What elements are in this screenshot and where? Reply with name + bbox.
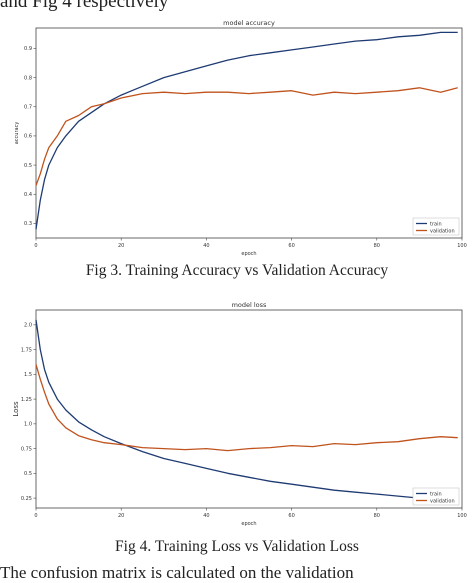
paragraph-fragment-bottom: The confusion matrix is calculated on th… [0, 563, 354, 582]
legend-label-validation: validation [430, 228, 455, 234]
paragraph-fragment-top: and Fig 4 respectively [0, 0, 169, 12]
series-line-train [35, 319, 458, 501]
y-tick-label: 0.5 [24, 163, 32, 169]
y-axis-label: Loss [12, 401, 20, 417]
accuracy-chart: model accuracy 0 20 40 60 80 100 0.3 0.4 0.5 0.6 0.… [14, 19, 467, 257]
legend-label-validation: validation [430, 498, 455, 504]
plot-frame [35, 309, 463, 509]
series-line-train [35, 31, 458, 230]
loss-chart: model loss 0 20 40 60 80 100 0.25 0.5 0.75 1.0 1.25… [12, 301, 467, 527]
plot-frame [35, 27, 463, 239]
figure-3-caption: Fig 3. Training Accuracy vs Validation A… [85, 262, 389, 279]
y-tick-label: 0.7 [24, 105, 32, 111]
series-line-validation [35, 87, 458, 186]
x-tick-label: 60 [288, 243, 294, 249]
x-tick-label: 80 [374, 513, 380, 519]
series-line-validation [35, 364, 458, 452]
x-tick-label: 0 [34, 243, 37, 249]
y-tick-label: 0.5 [24, 471, 32, 477]
chart-title: model accuracy [223, 19, 275, 27]
chart-title: model loss [232, 301, 267, 309]
y-tick-label: 0.6 [24, 134, 32, 140]
y-tick-label: 1.5 [24, 372, 32, 378]
x-tick-label: 20 [118, 513, 124, 519]
x-tick-label: 100 [457, 513, 467, 519]
y-tick-label: 1.25 [21, 397, 32, 403]
y-tick-label: 0.4 [24, 192, 32, 198]
x-tick-label: 40 [203, 513, 209, 519]
y-tick-label: 0.75 [21, 446, 32, 452]
y-tick-label: 0.3 [24, 221, 32, 227]
y-tick-label: 0.25 [21, 496, 32, 502]
x-tick-label: 80 [374, 243, 380, 249]
legend-label-train: train [430, 491, 442, 497]
y-tick-label: 1.75 [21, 347, 32, 353]
y-tick-label: 0.9 [24, 46, 32, 52]
x-tick-label: 40 [203, 243, 209, 249]
y-tick-label: 1.0 [24, 422, 32, 428]
y-tick-label: 2.0 [24, 323, 32, 329]
x-tick-label: 0 [34, 513, 37, 519]
x-tick-label: 60 [288, 513, 294, 519]
figure-4-caption: Fig 4. Training Loss vs Validation Loss [115, 538, 359, 555]
x-axis-label: epoch [241, 251, 256, 257]
y-tick-label: 0.8 [24, 75, 32, 81]
x-tick-label: 20 [118, 243, 124, 249]
legend-label-train: train [430, 221, 442, 227]
y-axis-label: accuracy [14, 122, 20, 145]
x-axis-label: epoch [241, 521, 256, 527]
x-tick-label: 100 [457, 243, 467, 249]
